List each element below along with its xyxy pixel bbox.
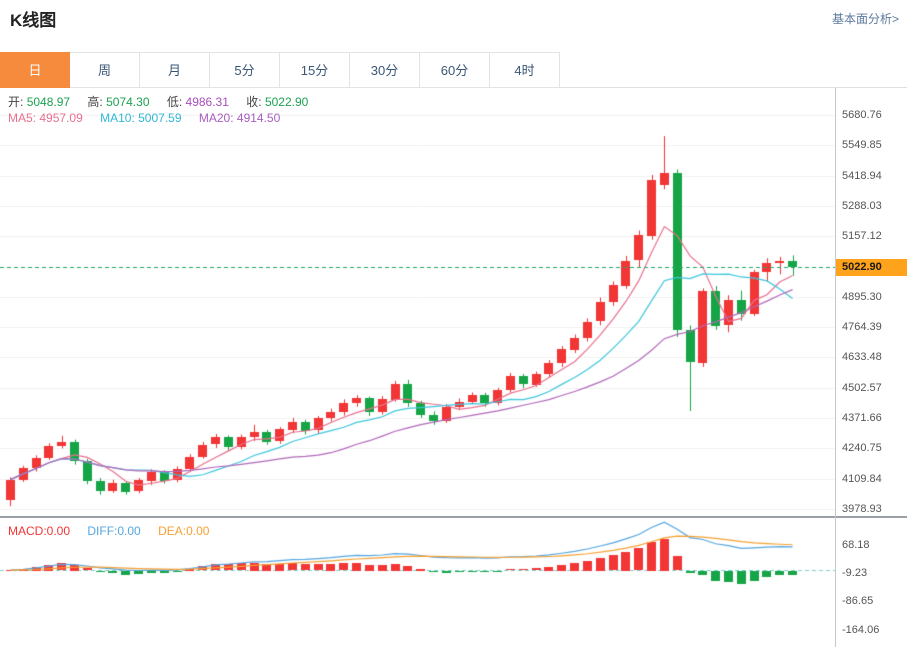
y-axis-label: -9.23 xyxy=(842,567,868,579)
macd-value: 0.00 xyxy=(46,524,71,538)
y-axis-label: 68.18 xyxy=(842,539,870,551)
y-axis-label: 5157.12 xyxy=(842,230,882,242)
current-price-tag: 5022.90 xyxy=(836,259,907,276)
ma5-value: 4957.09 xyxy=(39,111,83,125)
open-value: 5048.97 xyxy=(26,95,71,109)
macd-canvas[interactable] xyxy=(0,518,835,647)
dea-label: DEA: xyxy=(158,524,187,538)
high-value: 5074.30 xyxy=(106,95,150,109)
tab-月[interactable]: 月 xyxy=(140,52,210,88)
diff-label: DIFF: xyxy=(87,524,118,538)
y-axis-label: 4109.84 xyxy=(842,473,882,485)
y-axis-label: 4895.30 xyxy=(842,291,882,303)
tab-4时[interactable]: 4时 xyxy=(490,52,560,88)
y-axis-label: 5288.03 xyxy=(842,200,882,212)
high-label: 高: xyxy=(87,95,103,109)
y-axis-label: 4240.75 xyxy=(842,442,882,454)
low-value: 4986.31 xyxy=(185,95,229,109)
tab-日[interactable]: 日 xyxy=(0,52,70,88)
panel-divider xyxy=(0,516,907,518)
y-axis-label: 5418.94 xyxy=(842,170,882,182)
dea-value: 0.00 xyxy=(186,524,210,538)
low-label: 低: xyxy=(166,95,183,109)
fundamental-analysis-link[interactable]: 基本面分析> xyxy=(831,12,899,26)
close-value: 5022.90 xyxy=(264,95,309,109)
ma20-label: MA20: xyxy=(198,111,234,125)
ma-legend: MA5: 4957.09 MA10: 5007.59 MA20: 4914.50 xyxy=(8,111,294,125)
price-axis: 5680.76 5549.85 5418.94 5288.03 5157.12 4895.… xyxy=(835,88,907,647)
ma10-value: 5007.59 xyxy=(138,111,182,125)
ma10-label: MA10: xyxy=(100,111,135,125)
y-axis-label: 5549.85 xyxy=(842,139,882,151)
y-axis-label: 4502.57 xyxy=(842,382,882,394)
candlestick-canvas[interactable] xyxy=(0,88,835,516)
chart-area: 开: 5048.97 高: 5074.30 低: 4986.31 收: 5022… xyxy=(0,88,907,647)
header: K线图 基本面分析> xyxy=(0,0,907,40)
tab-周[interactable]: 周 xyxy=(70,52,140,88)
ohlc-legend: 开: 5048.97 高: 5074.30 低: 4986.31 收: 5022… xyxy=(8,93,322,110)
y-axis-label: 4764.39 xyxy=(842,321,882,333)
y-axis-label: 4371.66 xyxy=(842,412,882,424)
y-axis-label: 5680.76 xyxy=(842,109,882,121)
y-axis-label: -164.06 xyxy=(842,624,880,636)
open-label: 开: xyxy=(8,95,24,109)
y-axis-label: 3978.93 xyxy=(842,503,882,515)
close-label: 收: xyxy=(246,95,262,109)
ma5-label: MA5: xyxy=(8,111,37,125)
macd-legend: MACD:0.00 DIFF:0.00 DEA:0.00 xyxy=(8,524,223,538)
tab-30分[interactable]: 30分 xyxy=(350,52,420,88)
tab-60分[interactable]: 60分 xyxy=(420,52,490,88)
page-title: K线图 xyxy=(10,11,57,30)
tab-15分[interactable]: 15分 xyxy=(280,52,350,88)
tab-5分[interactable]: 5分 xyxy=(210,52,280,88)
ma20-value: 4914.50 xyxy=(236,111,281,125)
diff-value: 0.00 xyxy=(117,524,141,538)
y-axis-label: 4633.48 xyxy=(842,351,882,363)
timeframe-tabs: 日周月 5分 15分 30分 60分 4时 xyxy=(0,52,907,88)
macd-label: MACD: xyxy=(8,524,47,538)
y-axis-label: -86.65 xyxy=(842,595,874,607)
